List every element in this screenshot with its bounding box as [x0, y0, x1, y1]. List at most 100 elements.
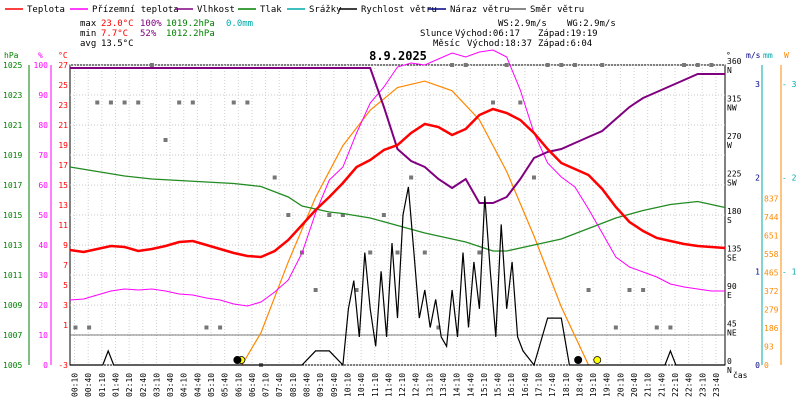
wind-direction-point [149, 63, 154, 67]
pct-tick-label: 100 [34, 61, 49, 70]
mm-axis-unit: mm [763, 51, 773, 60]
x-tick-label: 06:10 [234, 373, 243, 397]
hpa-tick-label: 1021 [3, 121, 22, 130]
x-tick-label: 13:10 [425, 373, 434, 397]
wind-direction-point [395, 250, 400, 255]
sun-rise: Východ:06:17 [455, 29, 520, 39]
hpa-axis-unit: hPa [4, 51, 19, 60]
legend-label-0: Teplota [27, 5, 65, 15]
wind-direction-point [463, 63, 468, 67]
wind-direction-point [87, 325, 92, 330]
stats-max-temp: 23.0°C [101, 19, 134, 29]
stats-max-press: 1019.2hPa [166, 19, 215, 29]
wind-direction-point [586, 288, 591, 292]
wind-direction-point [654, 325, 659, 330]
dir-name-label: S [727, 216, 732, 225]
moonset-marker [233, 356, 242, 364]
dir-name-label: SE [727, 254, 737, 263]
x-tick-label: 09:10 [316, 373, 325, 397]
ms-axis-unit: m/s [746, 51, 761, 60]
x-tick-label: 07:40 [275, 373, 284, 397]
legend-label-7: Směr větru [530, 5, 584, 15]
hpa-tick-label: 1007 [3, 331, 22, 340]
x-tick-label: 03:40 [166, 373, 175, 397]
wind-direction-point [641, 288, 646, 292]
wind-direction-point [218, 325, 223, 330]
pct-tick-label: 80 [38, 121, 48, 130]
x-tick-label: 02:10 [125, 373, 134, 397]
hpa-tick-label: 1025 [3, 61, 22, 70]
pct-tick-label: 0 [43, 361, 48, 370]
pct-tick-label: 40 [38, 241, 48, 250]
dir-name-label: NW [727, 104, 737, 113]
dir-tick-label: 315 [727, 95, 742, 104]
dir-tick-label: 180 [727, 207, 742, 216]
stats-max-rain: 0.0mm [226, 19, 253, 29]
stats-avg-temp: 13.5°C [101, 39, 134, 49]
x-axis-label: čas [733, 370, 748, 380]
x-tick-label: 10:10 [343, 373, 352, 397]
wind-direction-point [204, 325, 209, 330]
pct-tick-label: 50 [38, 211, 48, 220]
x-tick-label: 13:40 [439, 373, 448, 397]
wind-speed-stat: WS:2.9m/s [498, 19, 547, 29]
mm-tick-label: 0 [764, 361, 769, 370]
x-tick-label: 17:10 [535, 373, 544, 397]
legend-label-2: Vlhkost [197, 5, 235, 15]
grid [70, 64, 725, 366]
x-tick-label: 23:10 [698, 373, 707, 397]
x-tick-label: 20:40 [630, 373, 639, 397]
pct-tick-label: 70 [38, 151, 48, 160]
ms-tick-label: 2 [755, 174, 760, 183]
x-tick-label: 07:10 [262, 373, 271, 397]
wind-direction-point [313, 288, 318, 292]
stats-avg-label: avg [80, 39, 96, 49]
x-tick-label: 08:40 [303, 373, 312, 397]
x-tick-label: 22:10 [671, 373, 680, 397]
wind-direction-point [272, 175, 277, 180]
stats-min-press: 1012.2hPa [166, 29, 215, 39]
mm-tick-label: 93 [764, 343, 774, 352]
wind-direction-point [709, 63, 714, 67]
stats-max-label: max [80, 19, 97, 29]
ms-tick-label: 0 [755, 361, 760, 370]
wind-direction-point [136, 100, 141, 105]
series-humidity [70, 67, 725, 204]
wind-direction-point [354, 288, 359, 292]
temp-tick-label: 7 [63, 261, 68, 270]
axes: 00:10 00:40 01:10 01:40 02:10 02:40 03:10 03:40… [3, 51, 797, 397]
pct-tick-label: 20 [38, 301, 48, 310]
x-tick-label: 16:40 [521, 373, 530, 397]
wind-direction-point [572, 63, 577, 67]
wind-direction-point [177, 100, 182, 105]
dir-name-label: SW [727, 179, 737, 188]
dir-axis-unit: ° [726, 51, 731, 60]
wind-direction-point [368, 250, 373, 255]
legend-label-6: Náraz větru [450, 5, 510, 15]
legend-label-3: Tlak [260, 5, 282, 15]
wind-direction-point [327, 213, 332, 217]
hpa-tick-label: 1013 [3, 241, 22, 250]
x-tick-label: 17:40 [548, 373, 557, 397]
dir-name-label: N [727, 366, 732, 375]
temp-tick-label: 27 [58, 61, 68, 70]
wind-direction-point [518, 100, 523, 105]
moon-label: Měsíc [433, 39, 460, 49]
x-tick-label: 19:40 [603, 373, 612, 397]
hpa-tick-label: 1017 [3, 181, 22, 190]
stats-min-hum: 52% [140, 29, 157, 39]
wind-gust-stat: WG:2.9m/s [567, 19, 616, 29]
pct-tick-label: 90 [38, 91, 48, 100]
hpa-tick-label: 1009 [3, 301, 22, 310]
temp-tick-label: 1 [63, 321, 68, 330]
x-tick-label: 11:40 [384, 373, 393, 397]
wind-direction-point [340, 213, 345, 217]
x-tick-label: 04:40 [193, 373, 202, 397]
wind-direction-point [409, 175, 414, 180]
moon-set: Západ:6:04 [538, 39, 592, 49]
x-tick-label: 03:10 [152, 373, 161, 397]
stats-max-hum: 100% [140, 19, 162, 29]
series-wind-speed [70, 186, 725, 367]
ms-tick-label: 1 [755, 267, 760, 276]
